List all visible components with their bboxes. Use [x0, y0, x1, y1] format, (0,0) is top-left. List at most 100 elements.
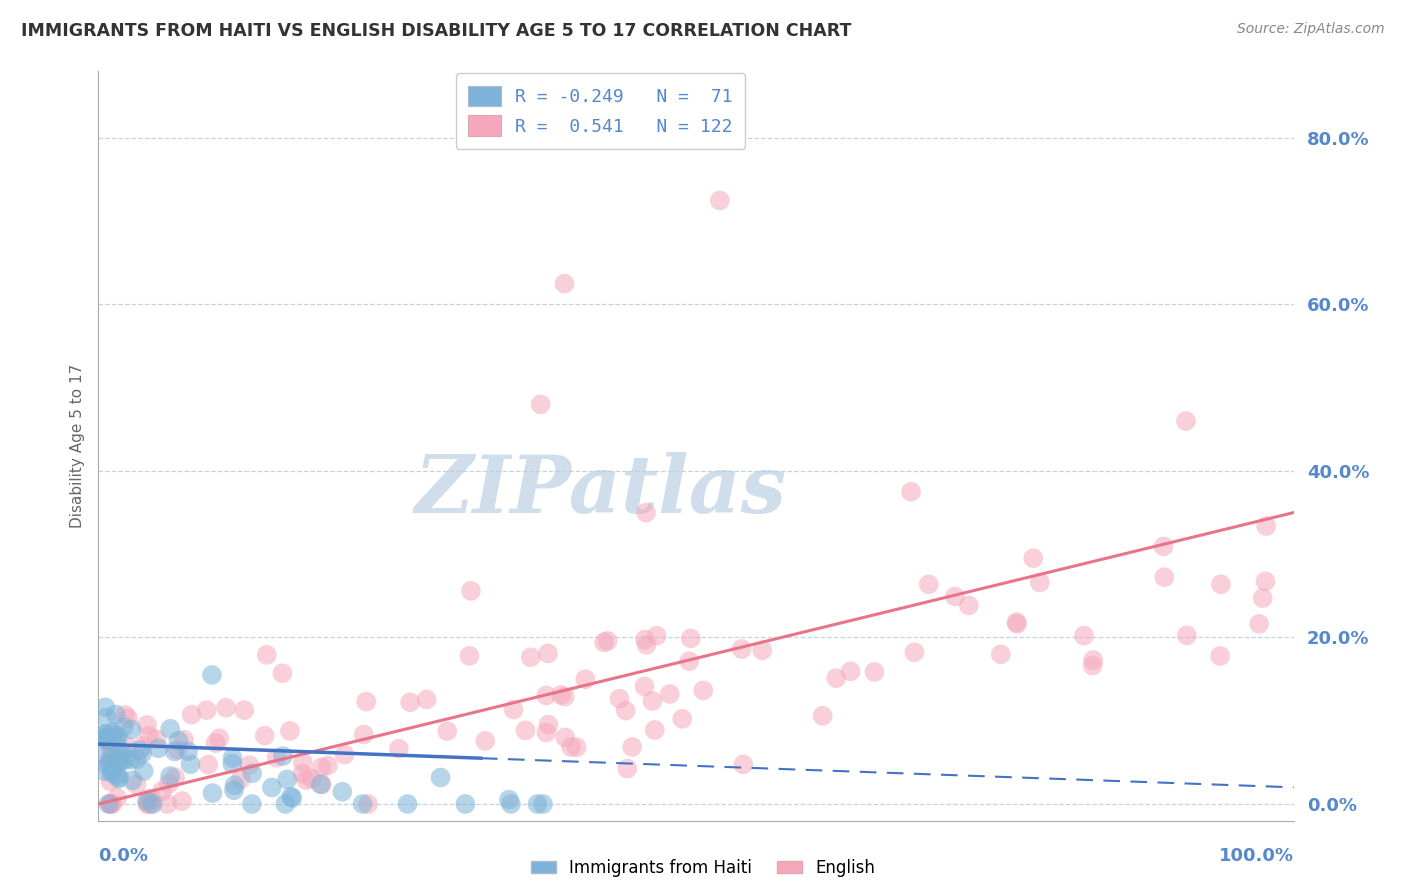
Point: [215, 700, 238, 714]
Point: [839, 665, 862, 679]
Point: [554, 690, 576, 704]
Point: [114, 707, 136, 722]
Point: [97, 797, 120, 811]
Point: [554, 277, 576, 291]
Point: [115, 739, 138, 754]
Point: [560, 739, 582, 754]
Point: [460, 583, 482, 598]
Point: [825, 671, 848, 685]
Point: [399, 695, 422, 709]
Point: [1153, 540, 1175, 554]
Point: [136, 797, 159, 811]
Point: [138, 729, 160, 743]
Point: [266, 750, 288, 764]
Point: [120, 753, 142, 767]
Point: [128, 743, 150, 757]
Point: [1251, 591, 1274, 605]
Point: [957, 599, 980, 613]
Point: [148, 741, 170, 756]
Point: [157, 777, 180, 791]
Point: [498, 792, 520, 806]
Point: [645, 629, 668, 643]
Point: [295, 773, 318, 788]
Point: [150, 784, 173, 798]
Point: [131, 747, 153, 761]
Point: [281, 791, 304, 805]
Point: [125, 778, 148, 792]
Point: [276, 772, 298, 787]
Point: [221, 751, 243, 765]
Point: [121, 773, 143, 788]
Point: [633, 679, 655, 693]
Point: [1005, 616, 1028, 631]
Point: [240, 797, 263, 811]
Point: [1175, 628, 1198, 642]
Point: [863, 665, 886, 679]
Point: [101, 764, 124, 779]
Point: [1209, 577, 1232, 591]
Point: [903, 645, 925, 659]
Point: [454, 797, 477, 811]
Point: [177, 744, 200, 758]
Point: [100, 797, 122, 811]
Point: [98, 797, 122, 811]
Point: [678, 654, 700, 668]
Point: [537, 717, 560, 731]
Point: [458, 648, 481, 663]
Point: [97, 732, 120, 747]
Point: [201, 668, 224, 682]
Text: 100.0%: 100.0%: [1219, 847, 1294, 865]
Point: [536, 725, 558, 739]
Point: [1083, 653, 1105, 667]
Legend: Immigrants from Haiti, English: Immigrants from Haiti, English: [524, 853, 882, 884]
Point: [240, 766, 263, 780]
Point: [692, 683, 714, 698]
Point: [96, 710, 118, 724]
Point: [291, 756, 314, 770]
Point: [132, 764, 155, 778]
Point: [278, 723, 301, 738]
Point: [644, 723, 666, 737]
Point: [145, 732, 167, 747]
Point: [1073, 629, 1095, 643]
Point: [101, 797, 124, 811]
Point: [280, 789, 302, 804]
Point: [636, 638, 658, 652]
Point: [658, 687, 681, 701]
Point: [141, 792, 163, 806]
Point: [271, 666, 294, 681]
Point: [117, 711, 139, 725]
Point: [634, 506, 657, 520]
Point: [156, 797, 179, 811]
Point: [621, 739, 644, 754]
Point: [93, 748, 115, 763]
Point: [98, 755, 121, 769]
Point: [94, 732, 117, 747]
Y-axis label: Disability Age 5 to 17: Disability Age 5 to 17: [69, 364, 84, 528]
Point: [180, 707, 202, 722]
Point: [221, 756, 243, 771]
Point: [98, 774, 122, 789]
Legend: R = -0.249   N =  71, R =  0.541   N = 122: R = -0.249 N = 71, R = 0.541 N = 122: [456, 73, 745, 149]
Point: [515, 723, 537, 738]
Point: [811, 708, 834, 723]
Point: [125, 752, 148, 766]
Point: [301, 772, 323, 786]
Point: [204, 736, 226, 750]
Point: [93, 727, 115, 741]
Point: [274, 797, 297, 811]
Point: [1029, 575, 1052, 590]
Point: [709, 194, 731, 208]
Point: [260, 780, 283, 795]
Point: [256, 648, 278, 662]
Text: 0.0%: 0.0%: [98, 847, 149, 865]
Point: [900, 484, 922, 499]
Point: [167, 743, 190, 757]
Point: [291, 767, 314, 781]
Point: [107, 772, 129, 786]
Point: [238, 758, 260, 772]
Point: [1153, 570, 1175, 584]
Point: [311, 777, 333, 791]
Text: Source: ZipAtlas.com: Source: ZipAtlas.com: [1237, 22, 1385, 37]
Point: [197, 757, 219, 772]
